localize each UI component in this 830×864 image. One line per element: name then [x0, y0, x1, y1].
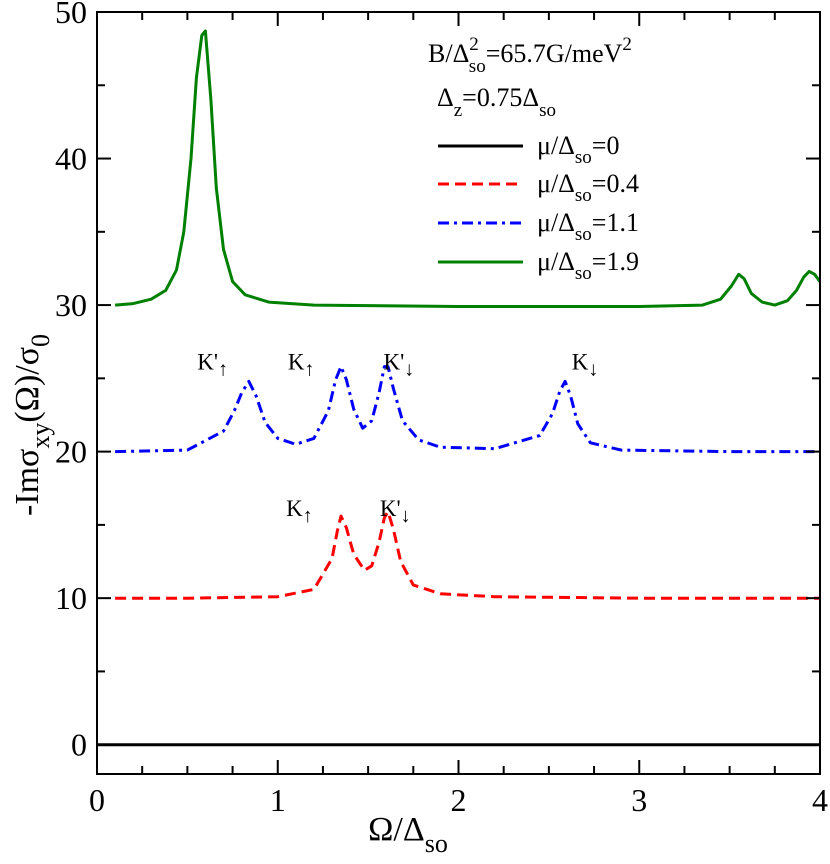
- y-tick-label: 30: [55, 287, 87, 323]
- x-axis-title: Ω/Δso: [368, 811, 448, 858]
- series-line-2: [115, 365, 820, 454]
- y-tick-label: 0: [71, 727, 87, 763]
- x-tick-label: 0: [89, 782, 105, 818]
- peak-label: K↑: [288, 350, 315, 381]
- legend-label-mu-0: μ/Δso=0: [537, 131, 619, 168]
- peak-label: K↑: [286, 496, 313, 527]
- axis-ticks: [96, 11, 821, 774]
- x-tick-label: 4: [812, 782, 828, 818]
- plot-frame: [96, 11, 821, 775]
- legend-label-mu-1.9: μ/Δso=1.9: [537, 247, 639, 284]
- y-tick-label: 10: [55, 580, 87, 616]
- peak-label: K'↓: [380, 496, 411, 527]
- y-axis-title: -Imσxy(Ω)/σ0: [9, 334, 55, 516]
- legend-label-mu-1.1: μ/Δso=1.1: [537, 208, 639, 245]
- series-line-3: [114, 29, 822, 308]
- param-zeeman: Δz=0.75Δso: [437, 83, 556, 121]
- peak-label: K'↓: [383, 350, 414, 381]
- series-line-1: [115, 510, 820, 600]
- legend: B/Δ2 so=65.7G/meV2 Δz=0.75Δso μ/Δso=0 μ/Δ…: [428, 34, 639, 284]
- peak-label: K'↑: [197, 350, 228, 381]
- legend-label-mu-0.4: μ/Δso=0.4: [537, 169, 639, 206]
- param-field: B/Δ2 so=65.7G/meV2: [428, 34, 632, 77]
- x-tick-label: 1: [270, 782, 286, 818]
- x-tick-label: 3: [631, 782, 647, 818]
- peak-label: K↓: [572, 350, 599, 381]
- y-tick-label: 50: [55, 0, 87, 30]
- series-layer: [97, 29, 822, 747]
- y-tick-label: 40: [55, 141, 87, 177]
- peak-annotations: K'↑ K↑ K'↓ K↓ K↑ K'↓: [197, 350, 598, 528]
- x-tick-label: 2: [451, 782, 467, 818]
- y-tick-label: 20: [55, 434, 87, 470]
